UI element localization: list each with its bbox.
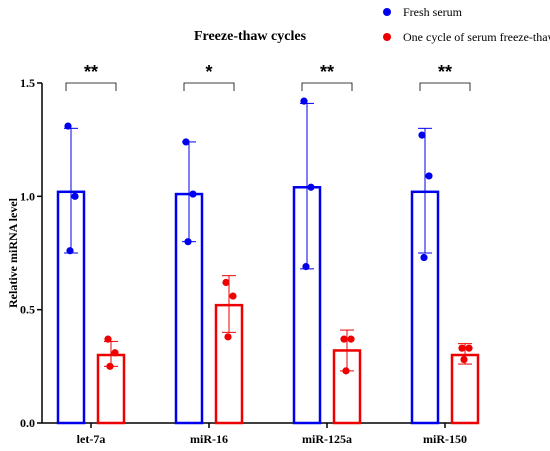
y-tick-label: 0.5 bbox=[20, 303, 35, 317]
significance-label: ** bbox=[84, 62, 98, 82]
bar bbox=[450, 353, 480, 425]
data-point bbox=[340, 335, 348, 343]
data-point bbox=[224, 333, 232, 341]
legend: Fresh serum One cycle of serum freeze-th… bbox=[383, 5, 550, 44]
data-point bbox=[460, 355, 468, 364]
data-point bbox=[307, 183, 315, 191]
significance-label: * bbox=[205, 62, 212, 82]
data-point bbox=[458, 344, 466, 352]
y-tick-label: 0.0 bbox=[20, 416, 35, 430]
data-point bbox=[66, 247, 74, 255]
data-point bbox=[302, 263, 310, 271]
significance-bracket bbox=[419, 82, 471, 91]
data-point bbox=[184, 238, 192, 246]
legend-label-fresh: Fresh serum bbox=[403, 5, 463, 19]
significance-bracket bbox=[65, 82, 117, 91]
x-tick-label: miR-16 bbox=[190, 432, 228, 446]
data-point bbox=[111, 349, 119, 357]
legend-label-freeze-thaw: One cycle of serum freeze-thaw bbox=[403, 30, 550, 44]
significance-bracket bbox=[183, 82, 235, 91]
significance-label: ** bbox=[438, 62, 452, 82]
plot-area: 0.0 0.5 1.0 1.5 let-7a ** miR-16 * miR-125a ** miR… bbox=[20, 62, 480, 446]
legend-marker-fresh bbox=[383, 8, 391, 16]
data-point bbox=[106, 362, 114, 370]
y-axis-label: Relative miRNA level bbox=[6, 197, 20, 308]
significance-bracket bbox=[301, 82, 353, 91]
data-point bbox=[347, 335, 355, 343]
significance-label: ** bbox=[320, 62, 334, 82]
legend-item-fresh: Fresh serum bbox=[383, 5, 463, 19]
data-point bbox=[182, 138, 190, 146]
x-tick-label: miR-125a bbox=[302, 432, 352, 446]
data-point bbox=[64, 122, 72, 130]
x-tick-label: miR-150 bbox=[423, 432, 467, 446]
data-point bbox=[418, 131, 426, 139]
data-point bbox=[71, 192, 79, 200]
data-point bbox=[342, 367, 350, 375]
data-point bbox=[300, 97, 308, 105]
data-point bbox=[420, 253, 428, 262]
data-point bbox=[229, 292, 237, 300]
data-point bbox=[425, 172, 433, 180]
x-tick-label: let-7a bbox=[77, 432, 106, 446]
y-tick-label: 1.5 bbox=[20, 76, 35, 90]
data-point bbox=[189, 190, 197, 198]
legend-marker-freeze-thaw bbox=[383, 33, 391, 41]
data-point bbox=[222, 278, 230, 287]
chart-title: Freeze-thaw cycles bbox=[194, 29, 307, 44]
data-point bbox=[465, 344, 473, 352]
legend-item-freeze-thaw: One cycle of serum freeze-thaw bbox=[383, 30, 550, 44]
y-tick-label: 1.0 bbox=[20, 189, 35, 203]
data-point bbox=[104, 335, 112, 343]
